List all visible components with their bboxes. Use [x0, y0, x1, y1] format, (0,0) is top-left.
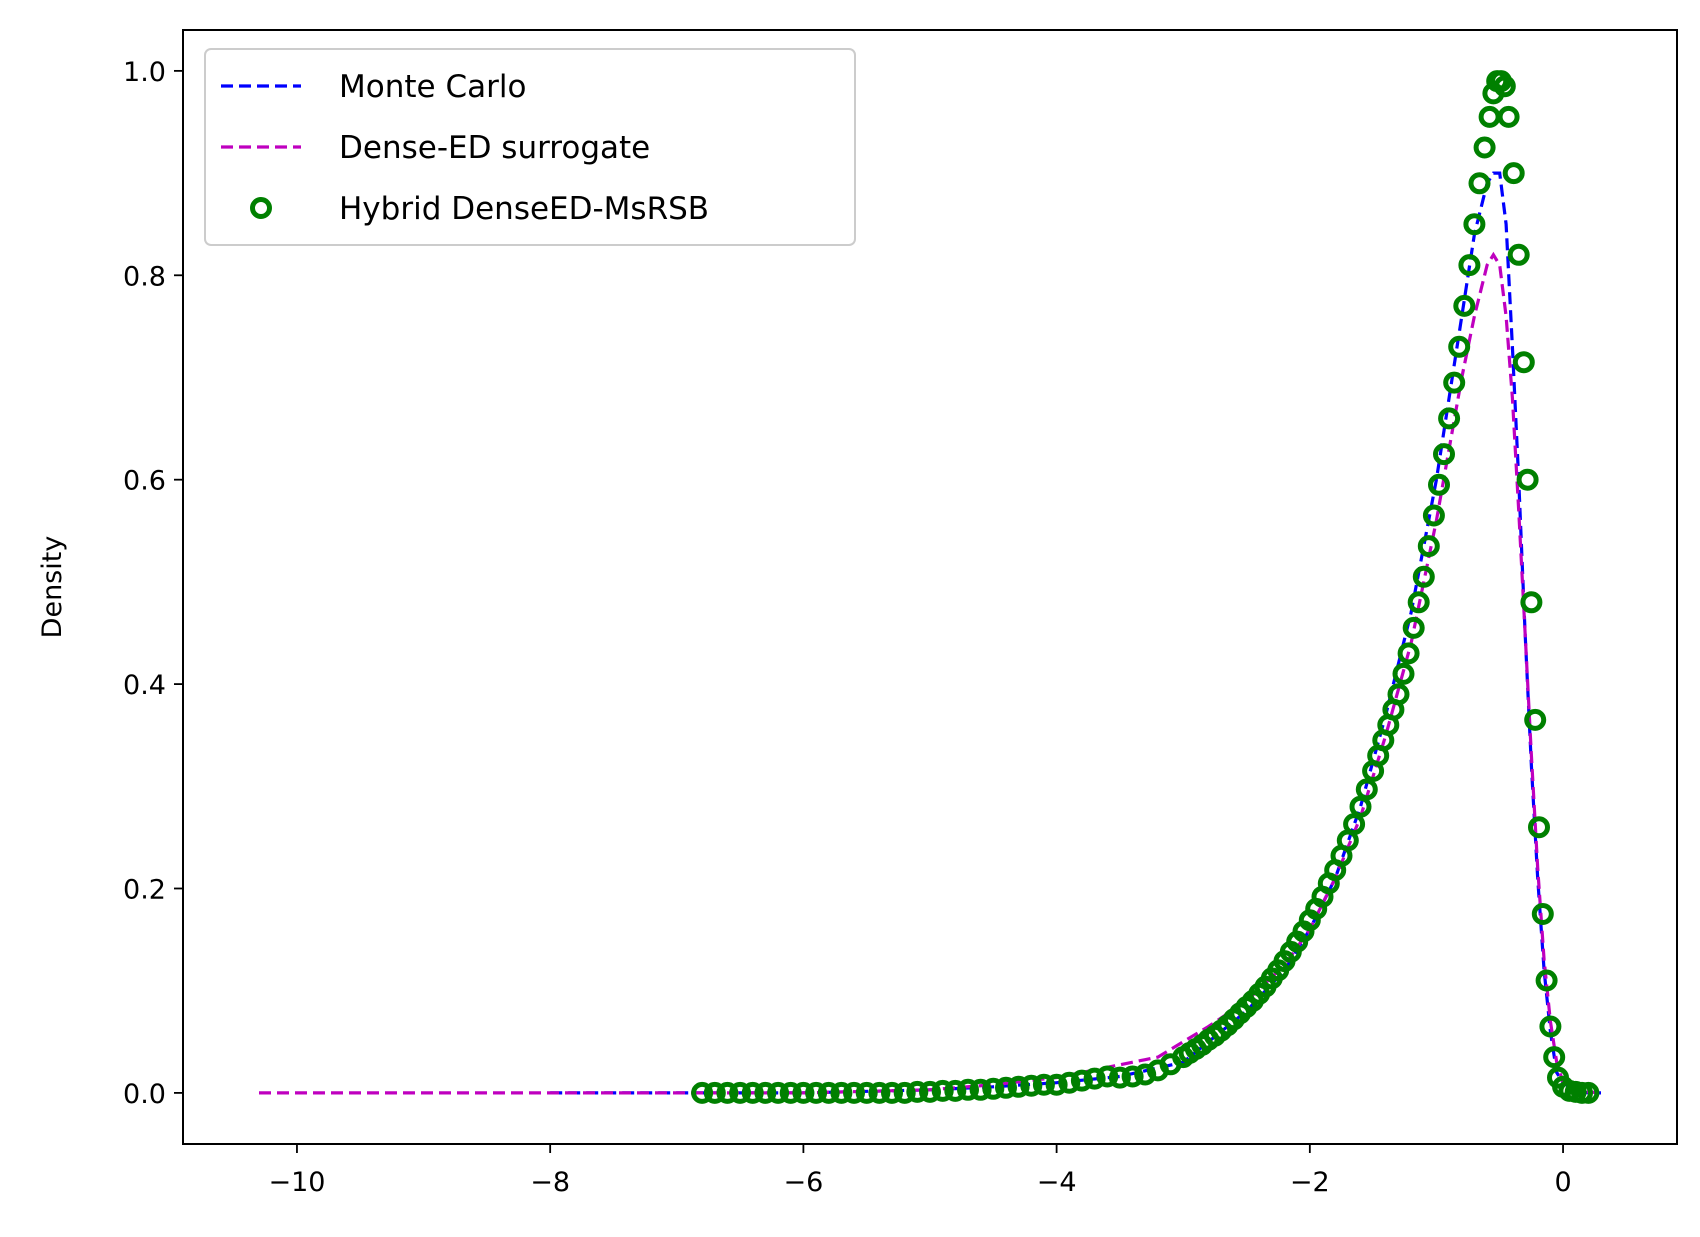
data-point	[1520, 591, 1543, 614]
x-tick-label: −4	[1037, 1167, 1077, 1198]
data-point	[1512, 351, 1535, 374]
data-point	[1007, 1075, 1030, 1098]
series-line	[259, 251, 1602, 1095]
data-point	[1443, 371, 1466, 394]
data-point	[995, 1076, 1017, 1099]
x-tick-label: −10	[268, 1167, 325, 1198]
data-point	[817, 1081, 840, 1104]
data-point	[754, 1081, 777, 1104]
data-point	[729, 1081, 752, 1104]
y-tick-label: 0.8	[123, 261, 166, 292]
data-point	[805, 1081, 828, 1104]
series-layer	[259, 70, 1602, 1104]
data-point	[868, 1081, 891, 1104]
data-point	[969, 1078, 992, 1101]
data-point	[792, 1081, 815, 1104]
data-point	[1463, 213, 1486, 236]
data-point	[881, 1081, 903, 1104]
y-tick-label: 0.6	[123, 466, 166, 497]
data-point	[1070, 1069, 1093, 1092]
data-point	[1531, 903, 1554, 925]
series-2	[691, 70, 1600, 1104]
data-point	[741, 1081, 764, 1104]
data-point	[944, 1079, 967, 1102]
legend-entry: Dense-ED surrogate	[221, 130, 650, 166]
x-tick-label: −8	[530, 1167, 570, 1198]
y-tick-label: 1.0	[123, 57, 166, 88]
data-point	[1497, 105, 1520, 128]
data-point	[1453, 294, 1476, 317]
x-tick-label: −6	[783, 1167, 823, 1198]
data-point	[1032, 1073, 1055, 1096]
data-point	[1422, 504, 1445, 527]
data-point	[1096, 1065, 1119, 1088]
data-point	[1577, 1081, 1600, 1104]
data-point	[843, 1081, 865, 1104]
y-tick-label: 0.4	[123, 670, 166, 701]
data-point	[1387, 683, 1410, 706]
data-point	[1468, 172, 1491, 195]
data-point	[1539, 1015, 1562, 1038]
data-point	[1433, 443, 1455, 466]
data-point	[703, 1081, 726, 1104]
legend-entry: Monte Carlo	[221, 69, 526, 105]
data-point	[957, 1078, 979, 1101]
data-point	[1493, 75, 1516, 98]
data-point	[1397, 642, 1420, 665]
axes-layer: −10 −8 −6 −4 −2 0 0.0 0.2 0.4 0.6 0.8 1.0 Density	[37, 29, 1678, 1198]
legend-box	[204, 48, 856, 246]
data-point	[1528, 816, 1550, 839]
legend-marker-swatch	[250, 197, 272, 219]
data-point	[1083, 1067, 1106, 1090]
plot-frame	[182, 29, 1678, 1145]
data-point	[1407, 591, 1430, 614]
data-point	[1417, 535, 1440, 558]
data-point	[1045, 1073, 1068, 1096]
y-tick-label: 0.2	[123, 874, 166, 905]
y-tick-label: 0.0	[123, 1079, 166, 1110]
data-point	[779, 1081, 802, 1104]
data-point	[1134, 1063, 1157, 1086]
legend-label: Dense-ED surrogate	[339, 130, 650, 166]
data-point	[1535, 969, 1558, 992]
data-point	[1524, 708, 1547, 731]
y-axis-label: Density	[37, 536, 68, 639]
data-point	[1507, 243, 1530, 266]
data-point	[691, 1081, 714, 1104]
data-point	[1502, 162, 1525, 185]
legend-label: Monte Carlo	[339, 69, 526, 105]
legend-label: Hybrid DenseED-MsRSB	[339, 191, 709, 227]
data-point	[1121, 1065, 1144, 1088]
data-point	[767, 1081, 790, 1104]
data-point	[1020, 1074, 1043, 1097]
data-point	[1448, 335, 1471, 358]
data-point	[1402, 616, 1425, 639]
data-point	[919, 1080, 941, 1103]
series-1	[259, 251, 1602, 1095]
data-point	[716, 1081, 739, 1104]
data-point	[855, 1081, 878, 1104]
data-point	[1108, 1066, 1131, 1089]
data-point	[893, 1081, 916, 1104]
data-point	[982, 1077, 1005, 1100]
data-point	[830, 1081, 853, 1104]
data-point	[1516, 468, 1539, 491]
legend-entry: Hybrid DenseED-MsRSB	[250, 191, 709, 227]
legend: Monte Carlo Dense-ED surrogate Hybrid Dens…	[204, 48, 856, 246]
x-tick-label: −2	[1290, 1167, 1330, 1198]
data-point	[1058, 1071, 1081, 1094]
data-point	[1458, 254, 1481, 277]
data-point	[1392, 662, 1415, 685]
data-point	[1428, 473, 1450, 496]
data-point	[1473, 136, 1496, 159]
data-point	[1355, 778, 1378, 801]
data-point	[1543, 1046, 1566, 1069]
data-point	[906, 1080, 929, 1103]
x-tick-label: 0	[1554, 1167, 1571, 1198]
data-point	[1412, 565, 1435, 588]
data-point	[931, 1079, 954, 1102]
data-point	[1438, 407, 1461, 430]
